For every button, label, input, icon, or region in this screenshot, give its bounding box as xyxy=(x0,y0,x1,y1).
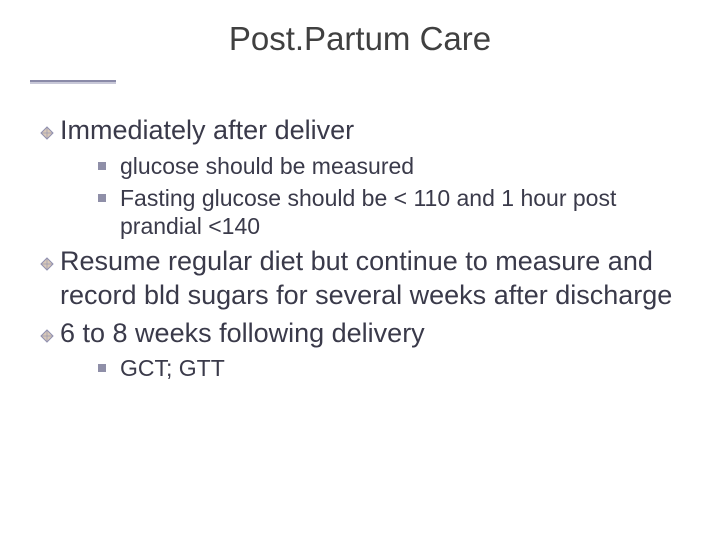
bullet-level1: 6 to 8 weeks following delivery xyxy=(40,317,680,351)
slide: Post.Partum Care Immediately after deliv… xyxy=(0,0,720,540)
bullet-level2: glucose should be measured xyxy=(98,152,680,181)
bullet-text: GCT; GTT xyxy=(120,354,225,383)
bullet-level1: Immediately after deliver xyxy=(40,114,680,148)
diamond-bullet-icon xyxy=(40,257,54,271)
bullet-text: 6 to 8 weeks following delivery xyxy=(60,317,425,351)
bullet-text: Fasting glucose should be < 110 and 1 ho… xyxy=(120,184,680,242)
title-underline xyxy=(30,80,116,82)
slide-title: Post.Partum Care xyxy=(229,20,491,57)
slide-content: Immediately after deliver glucose should… xyxy=(40,110,680,386)
square-bullet-icon xyxy=(98,162,106,170)
bullet-text: Immediately after deliver xyxy=(60,114,354,148)
bullet-level2: Fasting glucose should be < 110 and 1 ho… xyxy=(98,184,680,242)
bullet-text: glucose should be measured xyxy=(120,152,414,181)
bullet-level2: GCT; GTT xyxy=(98,354,680,383)
diamond-bullet-icon xyxy=(40,126,54,140)
square-bullet-icon xyxy=(98,194,106,202)
title-area: Post.Partum Care xyxy=(40,20,680,58)
bullet-text: Resume regular diet but continue to meas… xyxy=(60,245,680,313)
bullet-level1: Resume regular diet but continue to meas… xyxy=(40,245,680,313)
square-bullet-icon xyxy=(98,364,106,372)
diamond-bullet-icon xyxy=(40,329,54,343)
